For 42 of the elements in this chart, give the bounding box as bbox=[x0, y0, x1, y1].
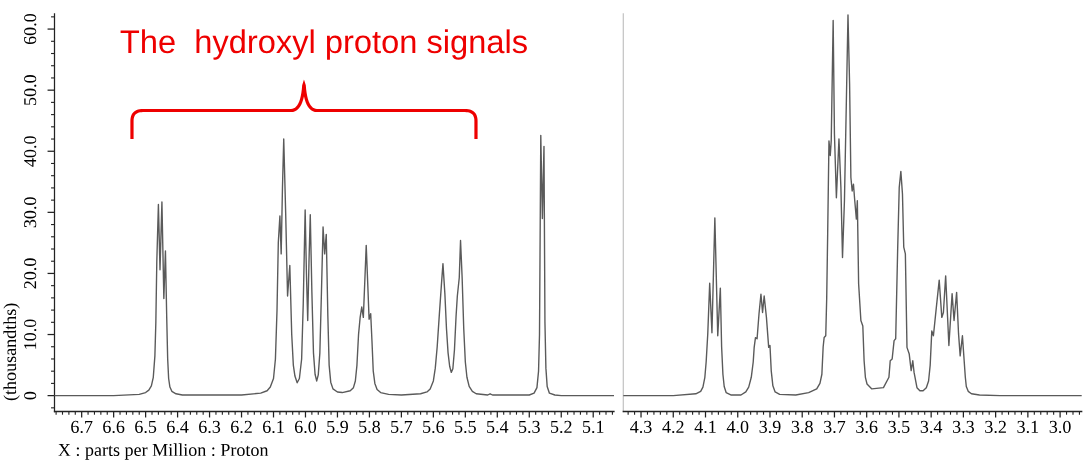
x-tick-label: 3.2 bbox=[985, 420, 1006, 434]
x-tick-label: 5.9 bbox=[327, 420, 348, 434]
x-tick-label: 6.3 bbox=[199, 420, 221, 434]
y-tick-label: 0 bbox=[24, 391, 37, 400]
x-tick-label: 5.4 bbox=[487, 420, 509, 434]
x-tick-label: 6.5 bbox=[135, 420, 157, 434]
x-tick-label: 5.8 bbox=[359, 420, 381, 434]
y-tick-label: 20.0 bbox=[24, 258, 37, 289]
x-tick-label: 4.2 bbox=[662, 420, 684, 434]
x-tick-label: 6.6 bbox=[103, 420, 125, 434]
x-tick-label: 3.3 bbox=[952, 420, 974, 434]
x-tick-label: 3.0 bbox=[1049, 420, 1071, 434]
y-tick-label: 60.0 bbox=[24, 13, 37, 45]
x-tick-label: 3.9 bbox=[759, 420, 781, 434]
x-tick-label: 6.1 bbox=[263, 420, 284, 434]
x-tick-label: 4.0 bbox=[726, 420, 749, 434]
x-tick-label: 3.8 bbox=[791, 420, 813, 434]
x-tick-label: 3.1 bbox=[1017, 420, 1039, 434]
x-tick-label: 5.3 bbox=[519, 420, 540, 434]
y-tick-label: 30.0 bbox=[24, 197, 37, 228]
y-tick-label: 50.0 bbox=[24, 75, 37, 105]
x-tick-label: 5.2 bbox=[551, 420, 572, 434]
x-tick-label: 6.4 bbox=[167, 420, 189, 434]
annotation: The hydroxyl proton signals bbox=[120, 29, 527, 60]
x-tick-label: 5.5 bbox=[455, 420, 476, 434]
x-tick-label: 6.0 bbox=[294, 420, 317, 434]
x-tick-label: 5.6 bbox=[423, 420, 445, 434]
x-tick-label: 5.7 bbox=[391, 420, 413, 434]
y-tick-label: 40.0 bbox=[24, 136, 37, 167]
x-tick-label: 6.2 bbox=[231, 420, 252, 434]
x-tick-label: 3.7 bbox=[824, 420, 846, 434]
x-tick-label: 4.1 bbox=[694, 420, 716, 434]
x-tick-label: 6.7 bbox=[71, 420, 93, 434]
x-tick-label: 4.3 bbox=[630, 420, 652, 434]
line-series bbox=[54, 134, 614, 397]
x-axis-title: X : parts per Million : Proton bbox=[58, 443, 269, 460]
x-tick-label: 5.1 bbox=[582, 420, 604, 434]
y-tick-label: 10.0 bbox=[24, 319, 37, 349]
x-tick-label: 3.4 bbox=[920, 420, 943, 434]
x-tick-label: 3.5 bbox=[888, 420, 910, 434]
x-tick-label: 3.6 bbox=[856, 420, 878, 434]
y-axis-title: (thousandths) bbox=[3, 303, 20, 401]
